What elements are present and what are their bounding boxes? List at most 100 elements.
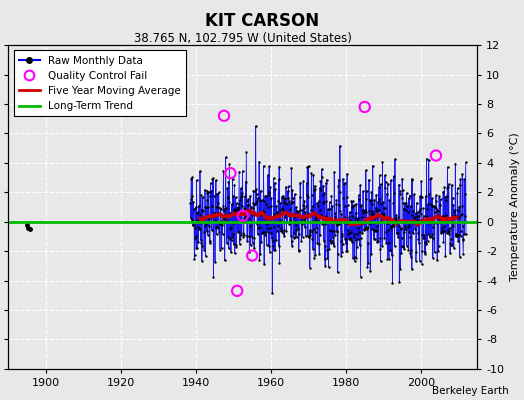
Point [414,236,423,242]
Point [296,207,304,213]
Point [250,201,259,207]
Point [246,192,254,199]
Point [282,201,291,207]
Point [443,230,451,236]
Point [377,181,385,188]
Point [387,177,395,184]
Point [211,210,219,216]
Point [250,235,259,241]
Point [383,219,391,226]
Point [344,229,353,236]
Point [267,235,276,242]
Point [300,198,309,204]
Point [351,258,359,264]
Point [364,260,372,266]
Point [406,250,414,256]
Point [222,213,231,219]
Point [396,191,404,198]
Point [413,213,421,220]
Point [458,222,467,229]
Point [396,188,404,194]
Point [253,220,261,227]
Point [361,104,369,110]
Point [279,206,288,213]
Point [278,205,287,212]
Point [414,213,423,219]
Point [222,217,230,223]
Point [269,243,277,249]
Point [225,245,233,252]
Point [459,251,467,257]
Point [329,239,337,246]
Point [226,224,235,230]
Point [382,240,390,246]
Point [201,222,209,229]
Point [345,236,353,242]
Point [193,245,202,251]
Point [232,242,240,248]
Point [336,218,345,224]
Point [219,202,227,209]
Point [453,190,462,197]
Point [417,194,425,200]
Point [209,176,217,182]
Point [408,177,417,184]
Point [297,214,305,221]
Point [333,269,342,276]
Point [238,193,246,200]
Point [302,232,310,239]
Point [389,218,397,224]
Point [398,195,407,201]
Point [188,217,196,223]
Point [429,235,438,241]
Point [187,214,195,221]
Point [319,182,328,189]
Point [353,217,361,224]
Point [450,209,458,216]
Point [188,193,196,200]
Point [245,248,254,255]
Point [285,183,293,190]
Point [359,208,368,214]
Point [432,192,440,199]
Point [447,182,456,188]
Point [343,248,352,255]
Point [367,251,375,257]
Point [351,210,359,216]
Point [457,228,465,234]
Point [350,202,358,208]
Point [226,210,235,216]
Point [417,211,425,218]
Point [378,213,387,220]
Point [245,233,253,239]
Point [272,209,281,215]
Point [344,202,352,208]
Point [241,193,249,200]
Point [222,205,231,212]
Point [378,243,386,249]
Point [362,167,370,173]
Point [403,202,411,209]
Point [236,197,244,204]
Point [264,172,272,178]
Point [199,208,208,214]
Point [452,233,460,240]
Point [455,214,464,220]
Point [319,192,327,198]
Point [386,247,394,253]
Point [349,203,357,209]
Point [342,220,350,226]
Point [280,227,289,233]
Point [352,255,361,261]
Point [386,247,395,253]
Point [304,194,312,200]
Point [299,178,308,184]
Point [318,166,326,172]
Point [332,200,340,207]
Point [241,212,249,219]
Point [362,224,370,230]
Point [215,221,224,228]
Point [228,176,237,182]
Point [378,210,386,216]
Point [331,232,339,238]
